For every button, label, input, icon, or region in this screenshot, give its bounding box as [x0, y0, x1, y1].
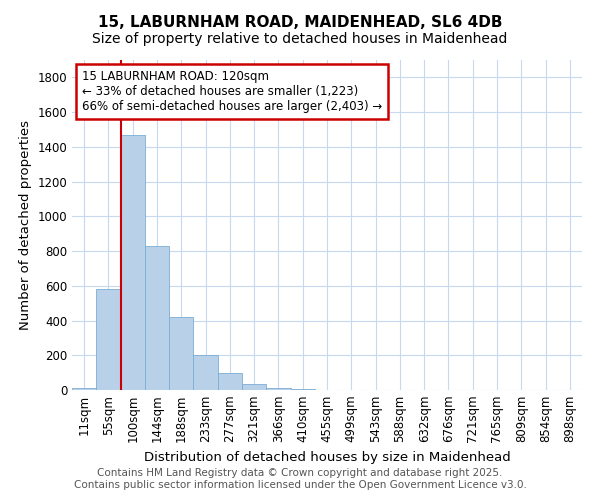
Bar — [266, 388, 290, 390]
Text: Contains HM Land Registry data © Crown copyright and database right 2025.
Contai: Contains HM Land Registry data © Crown c… — [74, 468, 526, 490]
Text: Size of property relative to detached houses in Maidenhead: Size of property relative to detached ho… — [92, 32, 508, 46]
Bar — [96, 290, 121, 390]
Bar — [193, 356, 218, 390]
Bar — [218, 372, 242, 390]
Bar — [121, 134, 145, 390]
Bar — [169, 317, 193, 390]
Text: 15, LABURNHAM ROAD, MAIDENHEAD, SL6 4DB: 15, LABURNHAM ROAD, MAIDENHEAD, SL6 4DB — [98, 15, 502, 30]
Bar — [72, 388, 96, 390]
X-axis label: Distribution of detached houses by size in Maidenhead: Distribution of detached houses by size … — [143, 451, 511, 464]
Y-axis label: Number of detached properties: Number of detached properties — [19, 120, 32, 330]
Bar — [145, 246, 169, 390]
Text: 15 LABURNHAM ROAD: 120sqm
← 33% of detached houses are smaller (1,223)
66% of se: 15 LABURNHAM ROAD: 120sqm ← 33% of detac… — [82, 70, 382, 113]
Bar — [242, 384, 266, 390]
